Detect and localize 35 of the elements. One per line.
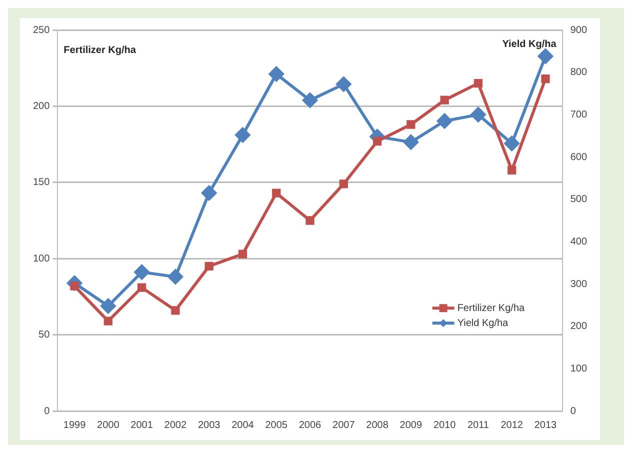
- y-tick-label: 250: [32, 24, 50, 36]
- y-tick-label: 150: [32, 177, 50, 188]
- x-tick-label: 2012: [500, 420, 524, 431]
- y-tick-label: 100: [32, 253, 50, 264]
- x-tick-label: 2008: [366, 420, 389, 431]
- x-tick-label: 2000: [97, 420, 120, 431]
- x-tick-label: 2011: [467, 420, 490, 431]
- legend-label: Yield Kg/ha: [457, 318, 509, 329]
- y2-tick-label: 100: [570, 363, 588, 374]
- y2-tick-label: 900: [570, 24, 588, 36]
- y2-tick-label: 300: [570, 278, 588, 290]
- y-axis-title: Fertilizer Kg/ha: [64, 44, 136, 56]
- x-tick-label: 2009: [400, 420, 422, 431]
- y2-axis-title: Yield Kg/ha: [502, 38, 557, 50]
- y2-tick-label: 200: [570, 321, 588, 332]
- x-tick-label: 2007: [332, 420, 356, 431]
- y2-tick-label: 0: [570, 406, 576, 417]
- x-tick-label: 2003: [198, 420, 221, 431]
- x-tick-label: 1999: [63, 420, 86, 431]
- x-tick-label: 2006: [298, 420, 322, 431]
- y2-tick-label: 400: [570, 236, 588, 248]
- x-tick-label: 2010: [433, 420, 456, 431]
- x-tick-label: 2013: [534, 420, 558, 431]
- y-tick-label: 0: [44, 406, 50, 417]
- legend-label: Fertilizer Kg/ha: [457, 302, 525, 314]
- y-tick-label: 200: [32, 100, 50, 112]
- y2-tick-label: 800: [570, 67, 588, 78]
- y-tick-label: 50: [38, 330, 50, 341]
- y2-tick-label: 600: [570, 152, 588, 163]
- x-tick-label: 2005: [265, 420, 288, 431]
- y2-tick-label: 700: [570, 109, 588, 120]
- x-tick-label: 2002: [164, 420, 187, 431]
- x-tick-label: 2004: [232, 420, 254, 431]
- x-tick-label: 2001: [130, 420, 154, 431]
- y2-tick-label: 500: [570, 194, 588, 206]
